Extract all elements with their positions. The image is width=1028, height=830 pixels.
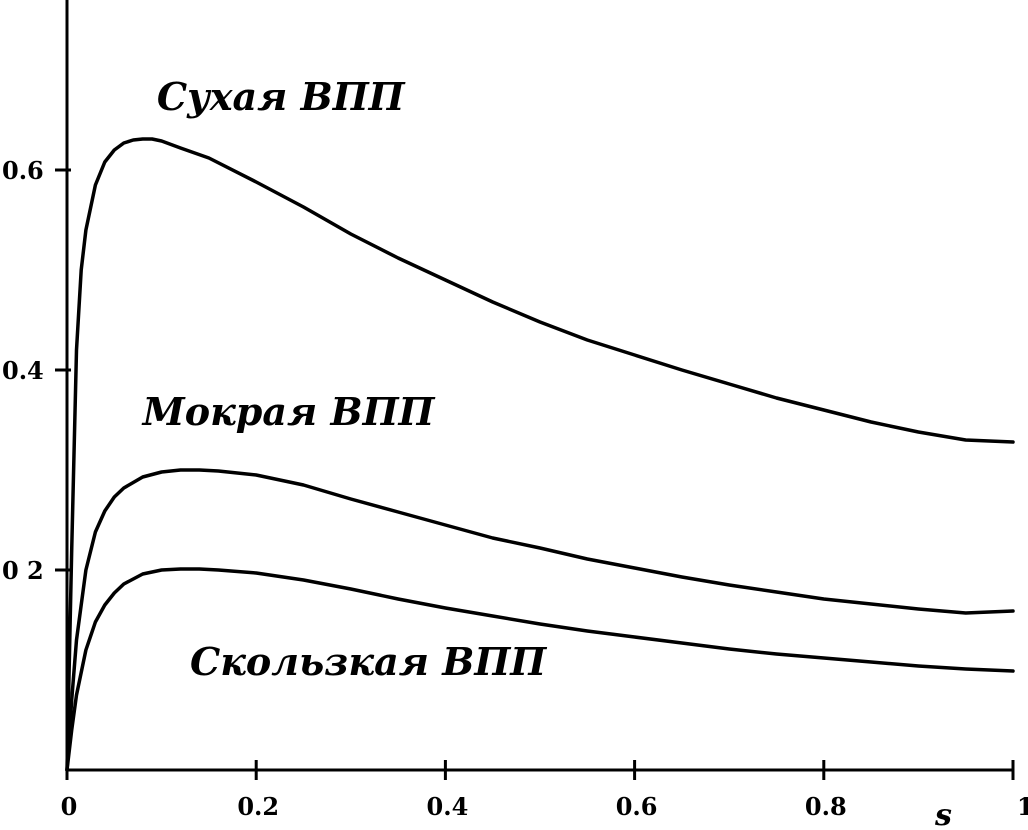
y-tick-label: 0.6 — [2, 156, 44, 185]
series-label: Мокрая ВПП — [141, 389, 436, 434]
x-tick-label: 0.4 — [427, 792, 469, 821]
series-label: Сухая ВПП — [157, 74, 406, 119]
series-line — [65, 468, 1015, 772]
x-tick-label: 0.6 — [616, 792, 658, 821]
x-axis-title: s — [934, 798, 952, 830]
y-tick-label: 0 2 — [2, 556, 44, 585]
x-tick-label: 0.2 — [237, 792, 279, 821]
series-label: Скользкая ВПП — [190, 639, 547, 684]
y-tick-label: 0.4 — [2, 356, 44, 385]
series-line — [65, 137, 1015, 772]
x-tick-label: 1 — [1017, 792, 1028, 821]
series-labels: Сухая ВПП Мокрая ВПП Скользкая ВПП — [141, 74, 548, 684]
x-tick-label: 0 — [61, 792, 78, 821]
x-tick-label: 0.8 — [805, 792, 847, 821]
series-line — [65, 567, 1015, 772]
series-group — [65, 137, 1015, 772]
